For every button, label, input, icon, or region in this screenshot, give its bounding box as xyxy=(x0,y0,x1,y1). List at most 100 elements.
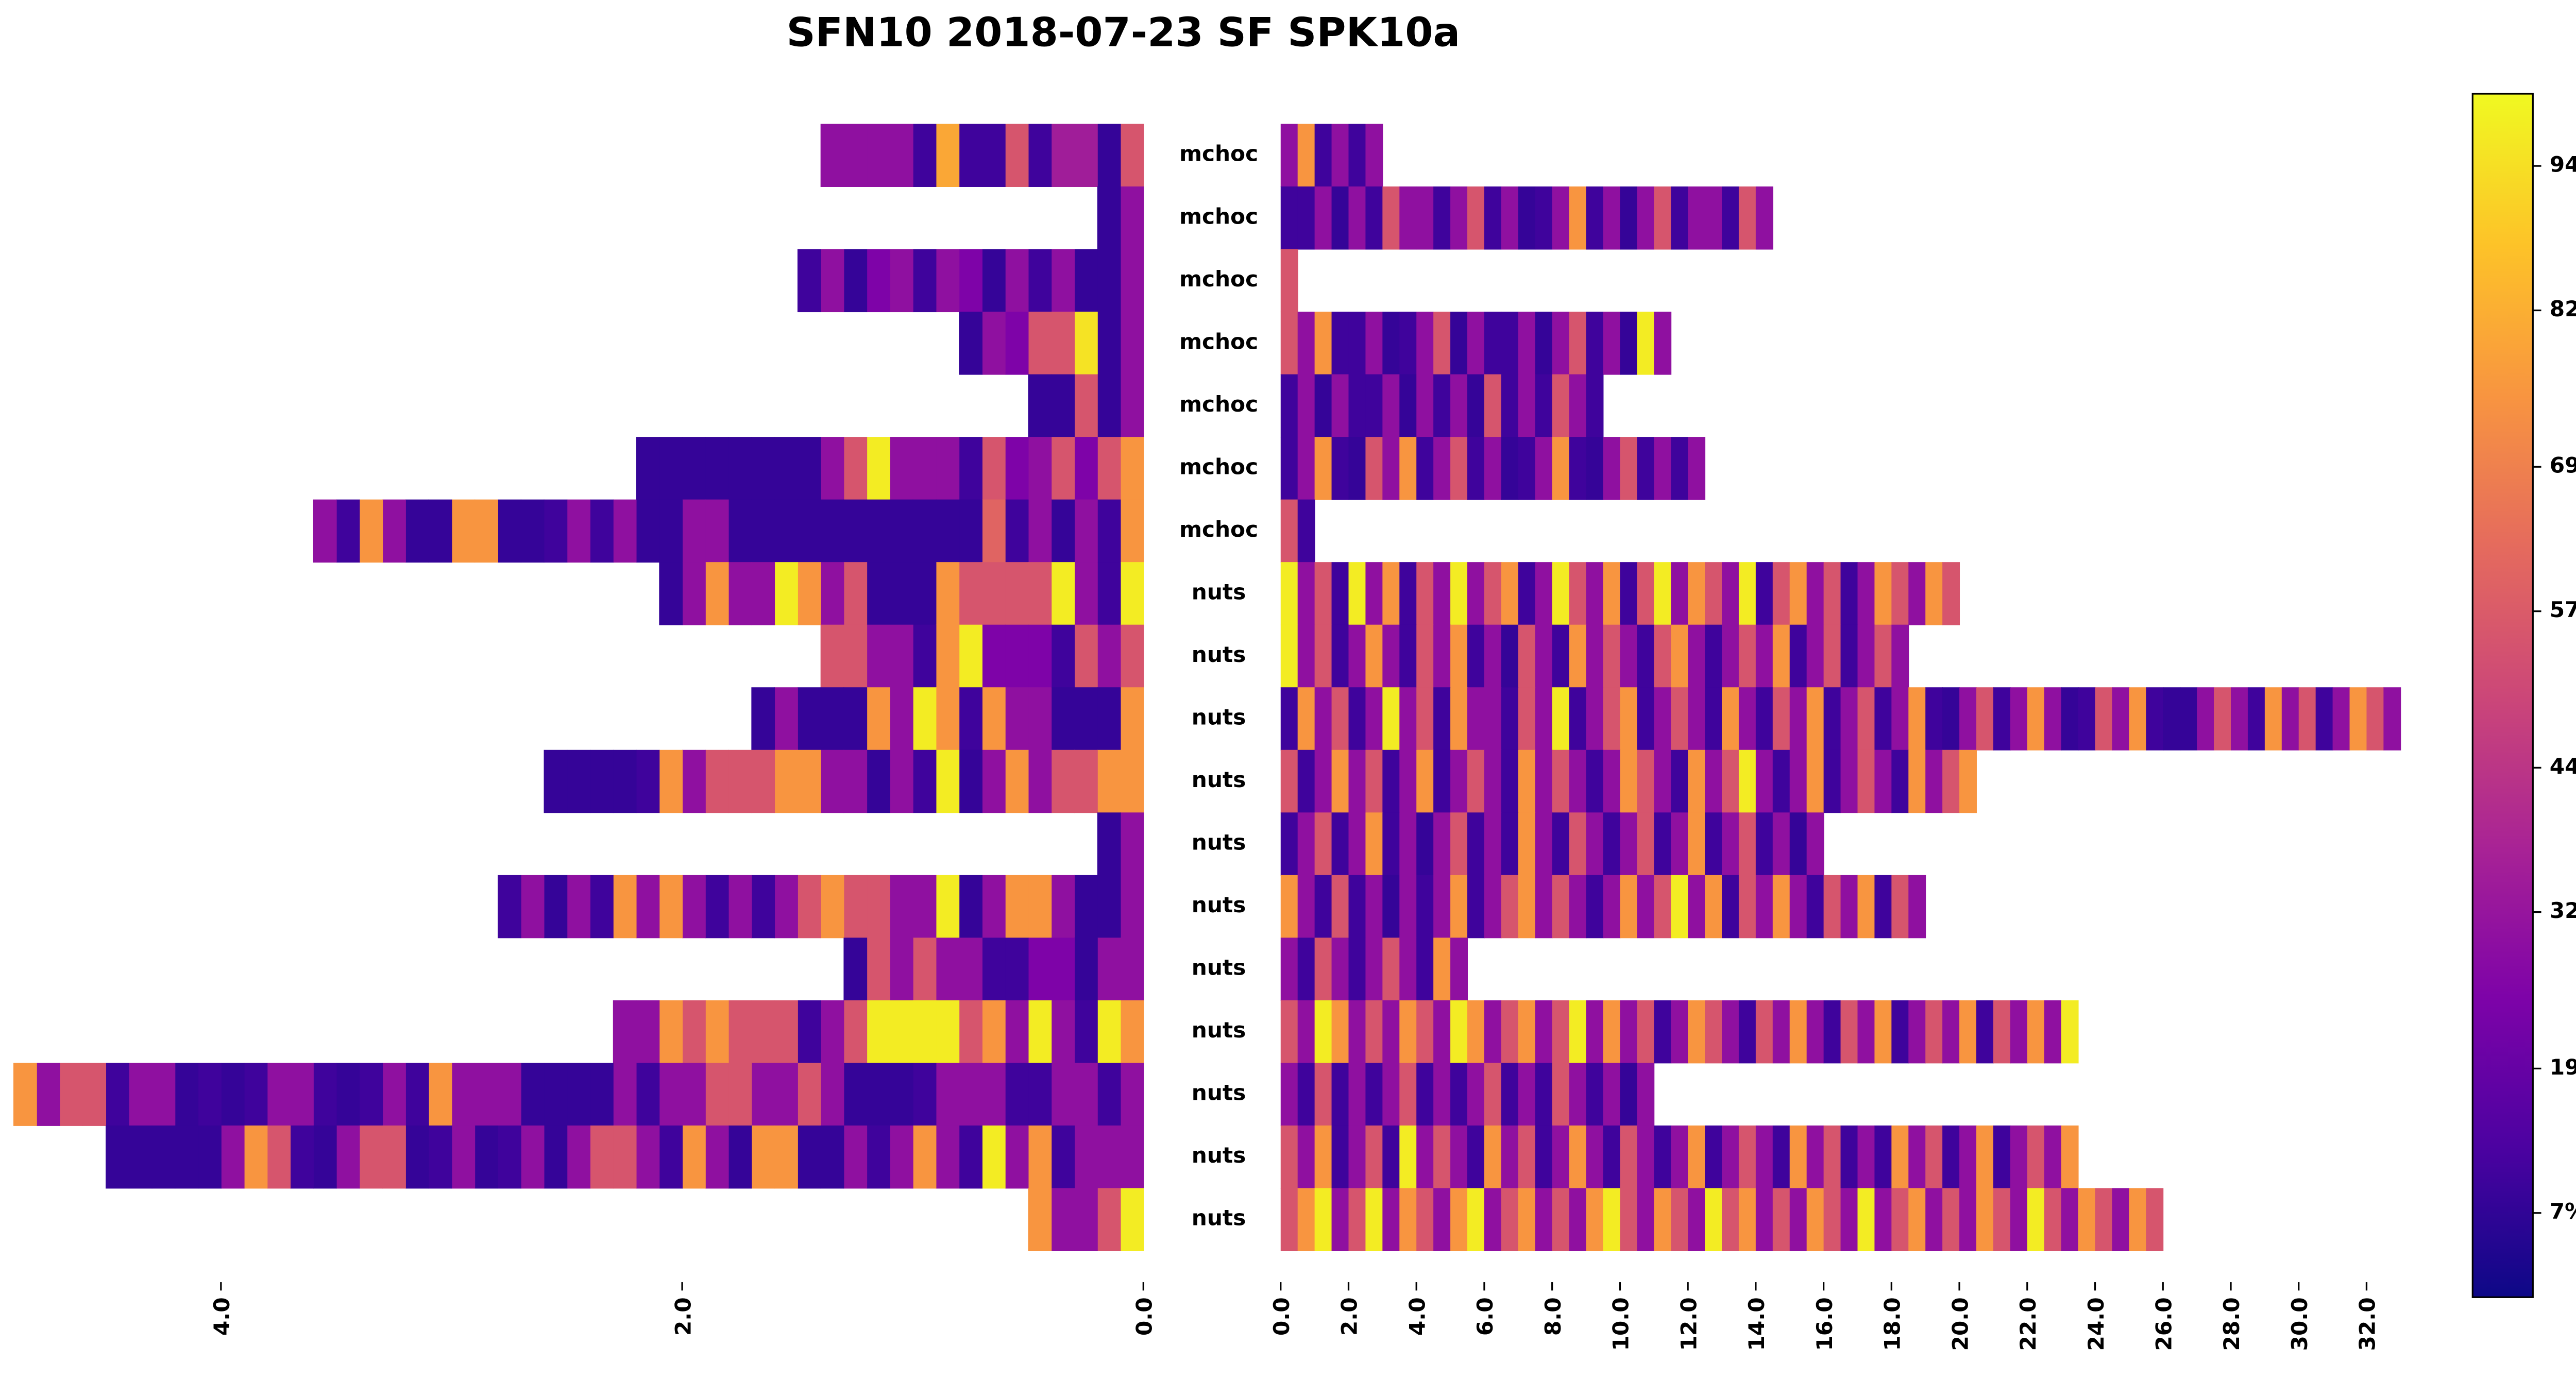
heat-cell xyxy=(867,437,890,500)
heat-cell xyxy=(1365,938,1383,1001)
heat-cell xyxy=(981,1063,1006,1126)
heat-cell xyxy=(1976,1125,1994,1189)
heat-cell xyxy=(1772,562,1790,625)
heat-cell xyxy=(1484,1125,1502,1189)
heat-cell xyxy=(1433,186,1451,250)
heat-cell xyxy=(1789,687,1807,751)
heat-cell xyxy=(1569,624,1587,688)
heat-cell xyxy=(1348,562,1366,625)
heat-cell xyxy=(1365,875,1383,939)
heat-cell xyxy=(1620,687,1638,751)
heat-cell xyxy=(659,1000,683,1064)
heat-cell xyxy=(1120,312,1144,375)
heat-cell xyxy=(682,875,706,939)
heat-cell xyxy=(843,687,868,751)
heat-cell xyxy=(1450,624,1468,688)
heat-cell xyxy=(1348,749,1366,813)
heat-cell xyxy=(1789,1188,1807,1251)
heat-cell xyxy=(1637,1188,1655,1251)
heat-cell xyxy=(751,437,775,500)
heat-cell xyxy=(1738,1000,1756,1064)
heat-cell xyxy=(1620,624,1638,688)
heat-cell xyxy=(843,562,868,625)
x-tick-label: 30.0 xyxy=(2287,1297,2312,1351)
heat-cell xyxy=(1484,749,1502,813)
heat-cell xyxy=(128,1063,152,1126)
heat-cell xyxy=(1280,749,1298,813)
heat-cell xyxy=(1331,1125,1349,1189)
heat-cell xyxy=(428,1063,452,1126)
heat-cell xyxy=(774,875,798,939)
heat-cell xyxy=(659,1125,683,1189)
heat-cell xyxy=(705,562,729,625)
heat-cell xyxy=(1671,749,1689,813)
heat-cell xyxy=(1450,374,1468,438)
heat-cell xyxy=(1620,875,1638,939)
heat-cell xyxy=(728,749,752,813)
heat-cell xyxy=(1097,875,1121,939)
heat-cell xyxy=(936,624,960,688)
heat-cell xyxy=(1051,687,1075,751)
heat-cell xyxy=(520,1125,545,1189)
x-tick-label: 22.0 xyxy=(2015,1297,2041,1351)
heat-cell xyxy=(682,1125,706,1189)
heat-cell xyxy=(1416,312,1434,375)
heat-cell xyxy=(1074,749,1098,813)
heat-cell xyxy=(797,687,821,751)
heat-cell xyxy=(912,938,937,1001)
heat-cell xyxy=(1976,1000,1994,1064)
heat-cell xyxy=(2247,687,2265,751)
heat-cell xyxy=(1874,562,1892,625)
heat-cell xyxy=(1586,1188,1604,1251)
heat-cell xyxy=(1806,624,1824,688)
heat-cell xyxy=(889,624,913,688)
heat-cell xyxy=(959,875,982,939)
heat-cell xyxy=(128,1125,152,1189)
x-tick-label: 32.0 xyxy=(2355,1297,2380,1351)
heat-cell xyxy=(1891,875,1909,939)
heat-cell xyxy=(659,499,683,563)
heat-cell xyxy=(1399,312,1417,375)
heat-cell xyxy=(1365,1188,1383,1251)
heat-cell xyxy=(1365,562,1383,625)
heat-cell xyxy=(1382,562,1400,625)
heat-cell xyxy=(1755,1000,1773,1064)
heat-cell xyxy=(1535,437,1553,500)
heat-cell xyxy=(1772,687,1790,751)
heat-cell xyxy=(1501,812,1519,876)
heat-cell xyxy=(1280,1125,1298,1189)
heat-cell xyxy=(1450,186,1468,250)
heat-cell xyxy=(1518,562,1536,625)
heat-cell xyxy=(1484,812,1502,876)
heat-cell xyxy=(1518,624,1536,688)
heat-cell xyxy=(1399,1063,1417,1126)
heat-cell xyxy=(1705,1188,1722,1251)
heat-cell xyxy=(1280,437,1298,500)
heat-cell xyxy=(1959,749,1977,813)
heat-cell xyxy=(2027,1125,2045,1189)
heat-cell xyxy=(774,437,798,500)
heat-cell xyxy=(751,499,775,563)
heat-cell xyxy=(751,1125,775,1189)
heat-cell xyxy=(1416,437,1434,500)
heat-cell xyxy=(2112,1188,2130,1251)
heat-cell xyxy=(1297,687,1315,751)
heat-cell xyxy=(1518,1188,1536,1251)
x-tick-label: 2.0 xyxy=(670,1297,696,1336)
heat-cell xyxy=(567,875,591,939)
heat-cell xyxy=(2163,687,2181,751)
heat-cell xyxy=(1399,749,1417,813)
heat-cell xyxy=(1484,186,1502,250)
heat-cell xyxy=(1755,624,1773,688)
heat-cell xyxy=(981,312,1006,375)
heat-cell xyxy=(1603,437,1621,500)
heat-cell xyxy=(912,499,937,563)
heat-cell xyxy=(1433,1063,1451,1126)
heat-cell xyxy=(1772,624,1790,688)
heat-cell xyxy=(382,499,406,563)
heat-cell xyxy=(2027,1000,2045,1064)
x-tick-label: 16.0 xyxy=(1812,1297,1837,1351)
heat-cell xyxy=(1297,124,1315,187)
heat-cell xyxy=(1942,1188,1960,1251)
heat-cell xyxy=(1569,374,1587,438)
